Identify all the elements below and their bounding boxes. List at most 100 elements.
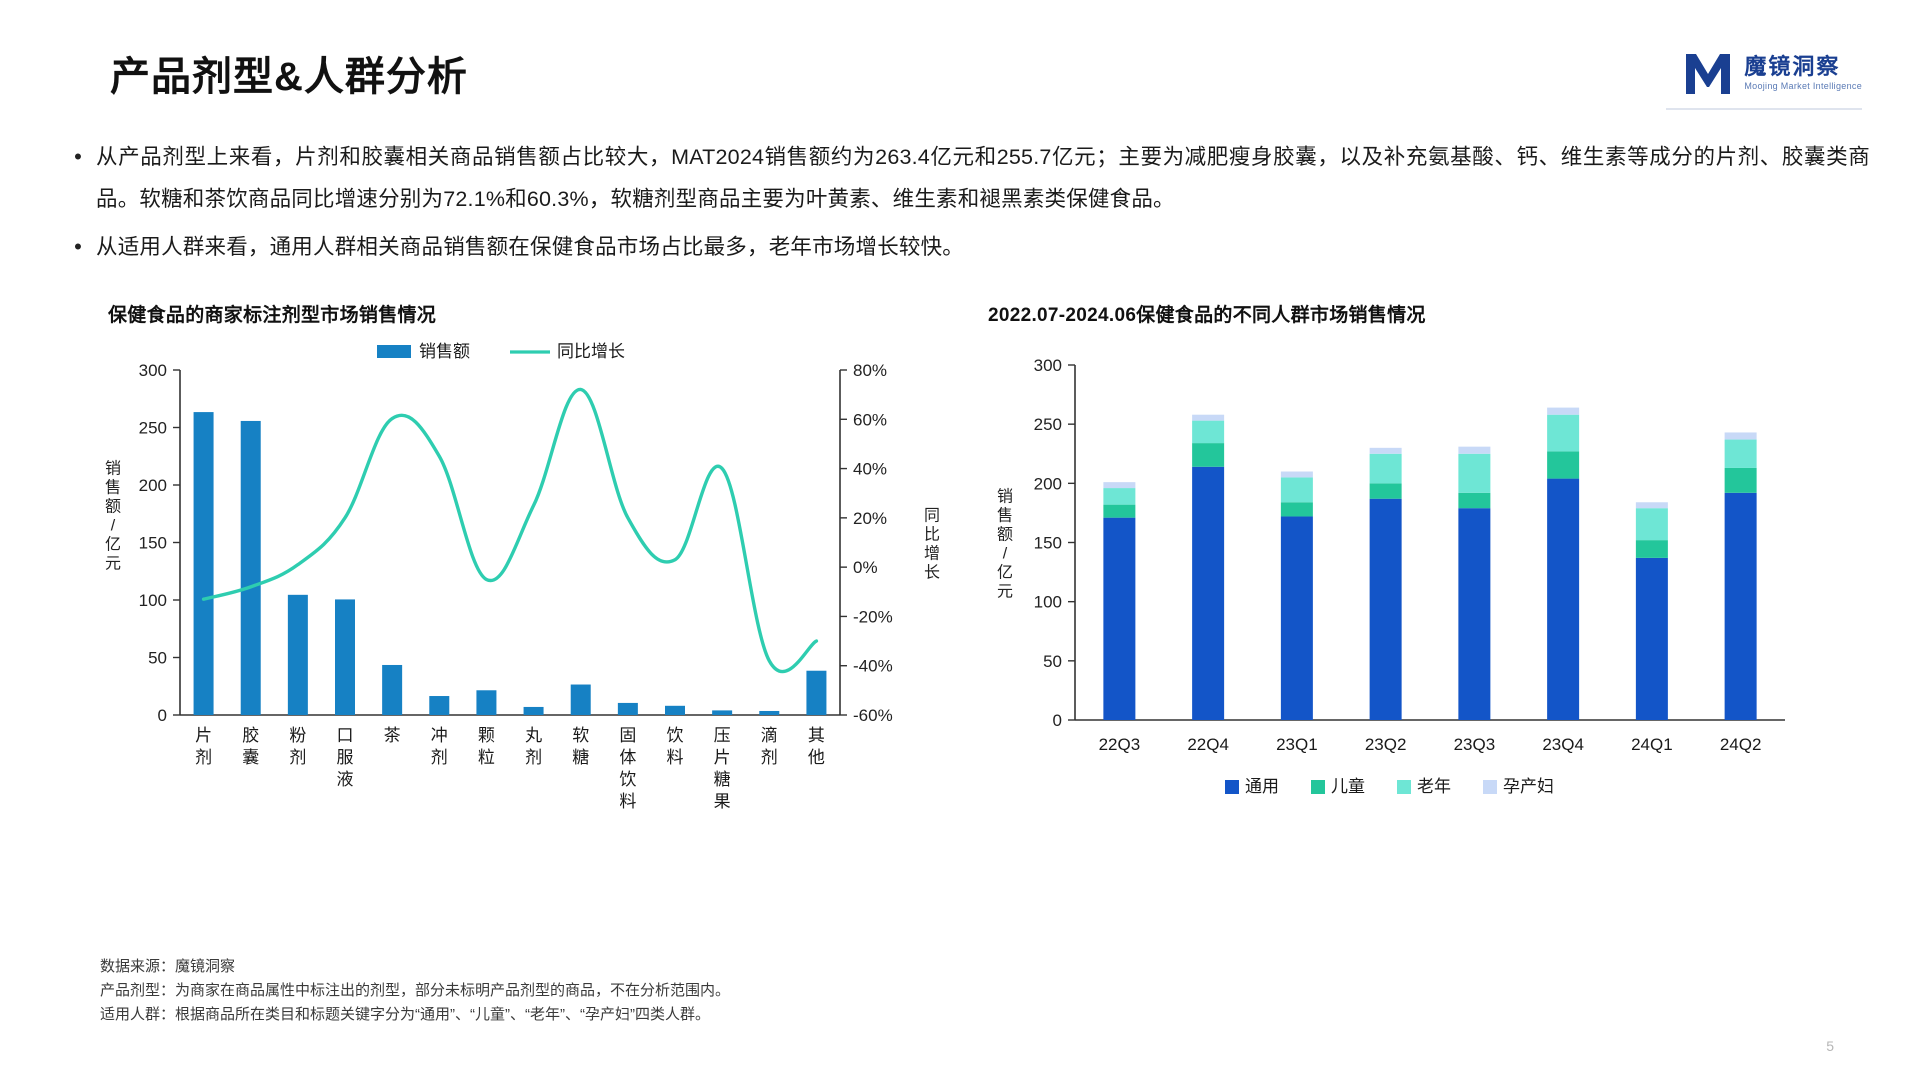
svg-text:100: 100	[1034, 593, 1062, 612]
left-chart-title: 保健食品的商家标注剂型市场销售情况	[108, 305, 437, 326]
bar	[712, 710, 733, 715]
bullet-text: 从产品剂型上来看，片剂和胶囊相关商品销售额占比较大，MAT2024销售额约为26…	[96, 145, 1870, 211]
dosage-form-chart: 0 50 100 150 200 250 300 -60% -40% -20% 0% 20% 40% 60…	[95, 340, 955, 940]
svg-text:80%: 80%	[853, 361, 887, 380]
svg-text:50: 50	[1043, 652, 1062, 671]
svg-text:元: 元	[105, 556, 121, 573]
svg-text:软: 软	[572, 726, 589, 745]
svg-text:300: 300	[1034, 356, 1062, 375]
svg-text:片: 片	[714, 748, 731, 767]
growth-line	[201, 387, 819, 673]
svg-text:-20%: -20%	[853, 607, 893, 626]
logo-name-cn: 魔镜洞察	[1744, 53, 1841, 79]
svg-text:服: 服	[337, 748, 354, 767]
footnote-source: 数据来源：魔镜洞察	[100, 958, 236, 975]
svg-text:200: 200	[139, 476, 167, 495]
bar-segment	[1192, 466, 1225, 720]
bar-segment	[1280, 516, 1313, 720]
bar-segment	[1635, 502, 1668, 509]
svg-text:24Q2: 24Q2	[1720, 735, 1762, 754]
logo-mark-icon	[1686, 54, 1731, 94]
svg-text:200: 200	[1034, 474, 1062, 493]
bar-segment	[1192, 414, 1225, 421]
svg-text:20%: 20%	[853, 509, 887, 528]
bar	[382, 664, 403, 715]
logo-name-en: Moojing Market Intelligence	[1744, 80, 1862, 91]
svg-text:250: 250	[1034, 415, 1062, 434]
svg-text:糖: 糖	[714, 770, 731, 789]
svg-text:同比增长: 同比增长	[557, 342, 625, 361]
svg-text:饮: 饮	[619, 770, 636, 789]
svg-text:粉: 粉	[289, 726, 306, 745]
legend-swatch	[1311, 780, 1325, 794]
bar-segment	[1192, 420, 1225, 444]
svg-text:液: 液	[337, 770, 354, 789]
svg-text:颗: 颗	[478, 726, 495, 745]
bar-segment	[1724, 432, 1757, 440]
svg-text:孕产妇: 孕产妇	[1503, 777, 1554, 796]
svg-text:料: 料	[619, 792, 636, 811]
bar-segment	[1103, 482, 1136, 489]
population-chart-svg: 0 50 100 150 200 250 300 销售额 /亿元 22Q3 22Q4 23Q1 23Q2…	[997, 356, 1785, 796]
svg-text:老年: 老年	[1417, 777, 1451, 796]
svg-text:糖: 糖	[572, 748, 589, 767]
legend-swatch	[1225, 780, 1239, 794]
svg-text:150: 150	[1034, 534, 1062, 553]
bar	[429, 696, 450, 715]
bar-segment	[1458, 492, 1491, 509]
svg-text:片: 片	[195, 726, 212, 745]
bar-segment	[1369, 453, 1402, 484]
bar	[240, 420, 261, 715]
svg-text:长: 长	[924, 564, 940, 582]
svg-text:丸: 丸	[525, 726, 542, 745]
svg-text:售: 售	[997, 507, 1013, 525]
bar	[806, 670, 827, 715]
svg-text:0: 0	[158, 706, 167, 725]
logo-divider	[1666, 108, 1862, 110]
bullet-dot-icon: •	[74, 234, 82, 259]
bar-segment	[1458, 446, 1491, 454]
legend-swatch	[1397, 780, 1411, 794]
svg-text:/: /	[111, 518, 116, 535]
svg-text:果: 果	[714, 792, 731, 811]
bar-segment	[1280, 502, 1313, 517]
legend-swatch	[1483, 780, 1497, 794]
svg-text:-60%: -60%	[853, 706, 893, 725]
svg-text:22Q3: 22Q3	[1099, 735, 1141, 754]
svg-text:料: 料	[667, 748, 684, 767]
svg-text:囊: 囊	[242, 748, 259, 767]
svg-text:300: 300	[139, 361, 167, 380]
svg-text:50: 50	[148, 649, 167, 668]
bar-segment	[1103, 488, 1136, 505]
bar-segment	[1635, 508, 1668, 541]
bar-segment	[1547, 478, 1580, 720]
dosage-form-chart-svg: 0 50 100 150 200 250 300 -60% -40% -20% 0% 20% 40% 60…	[105, 342, 940, 811]
bar	[287, 594, 308, 715]
footnote-dosage: 产品剂型：为商家在商品属性中标注出的剂型，部分未标明产品剂型的商品，不在分析范围…	[100, 982, 731, 999]
svg-text:24Q1: 24Q1	[1631, 735, 1673, 754]
bar	[193, 412, 214, 715]
svg-text:额: 额	[997, 526, 1013, 544]
svg-text:-40%: -40%	[853, 657, 893, 676]
bullet-text: 从适用人群来看，通用人群相关商品销售额在保健食品市场占比最多，老年市场增长较快。	[96, 235, 965, 259]
svg-text:他: 他	[808, 748, 825, 767]
bar-segment	[1547, 451, 1580, 479]
bullet-list: • 从产品剂型上来看，片剂和胶囊相关商品销售额占比较大，MAT2024销售额约为…	[60, 136, 1870, 274]
svg-text:茶: 茶	[384, 726, 401, 745]
list-item: • 从产品剂型上来看，片剂和胶囊相关商品销售额占比较大，MAT2024销售额约为…	[60, 136, 1870, 220]
svg-text:粒: 粒	[478, 748, 495, 767]
bar-segment	[1280, 471, 1313, 478]
svg-text:元: 元	[997, 584, 1013, 601]
bar-segment	[1635, 540, 1668, 558]
footnote-population: 适用人群：根据商品所在类目和标题关键字分为“通用”、“儿童”、“老年”、“孕产妇…	[100, 1006, 710, 1023]
svg-text:额: 额	[105, 498, 121, 516]
bar-segment	[1103, 517, 1136, 720]
svg-text:亿: 亿	[105, 536, 121, 554]
svg-text:23Q3: 23Q3	[1454, 735, 1496, 754]
brand-logo: 魔镜洞察 Moojing Market Intelligence	[1682, 48, 1862, 98]
svg-text:100: 100	[139, 591, 167, 610]
population-chart: 0 50 100 150 200 250 300 销售额 / 亿元 22Q3 22Q4 23Q1 23Q2…	[985, 340, 1885, 960]
svg-text:23Q4: 23Q4	[1542, 735, 1584, 754]
svg-text:剂: 剂	[431, 748, 448, 767]
bar-segment	[1547, 414, 1580, 452]
